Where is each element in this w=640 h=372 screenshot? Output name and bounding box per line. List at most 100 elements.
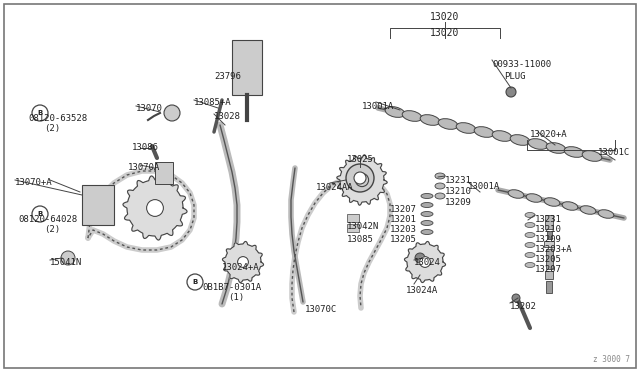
- Circle shape: [355, 173, 369, 187]
- Text: 13207: 13207: [390, 205, 417, 214]
- Text: 13001C: 13001C: [598, 148, 630, 157]
- Circle shape: [32, 105, 48, 121]
- Text: 13210: 13210: [445, 187, 472, 196]
- Text: 13231: 13231: [535, 215, 562, 224]
- Bar: [545, 215, 553, 229]
- Bar: [347, 214, 359, 222]
- Bar: [155, 162, 173, 184]
- Text: B: B: [37, 211, 43, 217]
- Ellipse shape: [435, 183, 445, 189]
- Text: 13209: 13209: [445, 198, 472, 207]
- Ellipse shape: [421, 193, 433, 199]
- Ellipse shape: [456, 123, 476, 133]
- Text: B: B: [193, 279, 198, 285]
- Text: 13086: 13086: [132, 143, 159, 152]
- Text: 13001A: 13001A: [362, 102, 394, 111]
- Text: z 3000 7: z 3000 7: [593, 355, 630, 364]
- Text: 13201: 13201: [390, 215, 417, 224]
- Text: 08120-63528: 08120-63528: [28, 114, 87, 123]
- Polygon shape: [123, 176, 187, 240]
- Text: PLUG: PLUG: [504, 72, 525, 81]
- Text: 13042N: 13042N: [347, 222, 380, 231]
- Text: 13070: 13070: [136, 104, 163, 113]
- Ellipse shape: [564, 147, 584, 157]
- Text: 13205: 13205: [390, 235, 417, 244]
- Text: B: B: [37, 110, 43, 116]
- Text: 13210: 13210: [535, 225, 562, 234]
- Ellipse shape: [402, 110, 422, 121]
- Ellipse shape: [421, 221, 433, 225]
- Circle shape: [415, 253, 425, 263]
- Ellipse shape: [421, 230, 433, 234]
- Ellipse shape: [580, 206, 596, 214]
- Bar: [544, 241, 554, 247]
- Ellipse shape: [544, 198, 560, 206]
- Ellipse shape: [435, 173, 445, 179]
- Text: 13203+A: 13203+A: [535, 245, 573, 254]
- Ellipse shape: [510, 135, 530, 145]
- Circle shape: [164, 105, 180, 121]
- Text: 13024: 13024: [414, 258, 441, 267]
- Circle shape: [346, 164, 374, 192]
- Text: 0B1B7-0301A: 0B1B7-0301A: [202, 283, 261, 292]
- Ellipse shape: [582, 151, 602, 161]
- Text: (2): (2): [44, 225, 60, 234]
- Ellipse shape: [525, 263, 535, 267]
- Text: 13020: 13020: [430, 12, 460, 22]
- Text: 13209: 13209: [535, 235, 562, 244]
- Text: 13085+A: 13085+A: [194, 98, 232, 107]
- Text: 13231: 13231: [445, 176, 472, 185]
- Text: 13070C: 13070C: [305, 305, 337, 314]
- Text: 13020+A: 13020+A: [530, 130, 568, 139]
- Bar: [347, 224, 359, 232]
- Ellipse shape: [421, 212, 433, 217]
- Ellipse shape: [421, 202, 433, 208]
- Ellipse shape: [385, 107, 405, 118]
- Ellipse shape: [525, 253, 535, 257]
- Bar: [547, 231, 552, 239]
- Ellipse shape: [420, 115, 440, 125]
- Text: 13028: 13028: [214, 112, 241, 121]
- Bar: [232, 40, 262, 95]
- Ellipse shape: [492, 131, 512, 141]
- Circle shape: [512, 294, 520, 302]
- Text: 13001A: 13001A: [468, 182, 500, 191]
- Text: 23796: 23796: [214, 72, 241, 81]
- Text: 13203: 13203: [390, 225, 417, 234]
- Ellipse shape: [508, 190, 524, 198]
- Text: 13024+A: 13024+A: [222, 263, 260, 272]
- Ellipse shape: [546, 142, 566, 153]
- Text: 13070+A: 13070+A: [15, 178, 52, 187]
- Text: (1): (1): [228, 293, 244, 302]
- Ellipse shape: [525, 243, 535, 247]
- Circle shape: [506, 87, 516, 97]
- Bar: [546, 281, 552, 293]
- Ellipse shape: [528, 139, 548, 149]
- Ellipse shape: [598, 210, 614, 218]
- Circle shape: [420, 257, 430, 267]
- Circle shape: [237, 257, 248, 267]
- Text: (2): (2): [44, 124, 60, 133]
- Text: 13020: 13020: [430, 28, 460, 38]
- Ellipse shape: [562, 202, 578, 210]
- Ellipse shape: [525, 222, 535, 228]
- Text: 13202: 13202: [510, 302, 537, 311]
- Text: 08120-64028: 08120-64028: [18, 215, 77, 224]
- Circle shape: [32, 206, 48, 222]
- Text: 13025: 13025: [347, 155, 374, 164]
- Circle shape: [354, 172, 366, 184]
- Polygon shape: [404, 241, 445, 282]
- Ellipse shape: [526, 194, 542, 202]
- Circle shape: [147, 200, 163, 217]
- Text: 13024A: 13024A: [406, 286, 438, 295]
- Ellipse shape: [474, 126, 494, 137]
- Text: 15041N: 15041N: [50, 258, 83, 267]
- Ellipse shape: [525, 212, 535, 218]
- Polygon shape: [223, 241, 264, 282]
- Ellipse shape: [438, 119, 458, 129]
- Bar: [546, 249, 553, 269]
- Circle shape: [61, 251, 75, 265]
- Text: 00933-11000: 00933-11000: [492, 60, 551, 69]
- Text: 13207: 13207: [535, 265, 562, 274]
- Text: 13024AA: 13024AA: [316, 183, 354, 192]
